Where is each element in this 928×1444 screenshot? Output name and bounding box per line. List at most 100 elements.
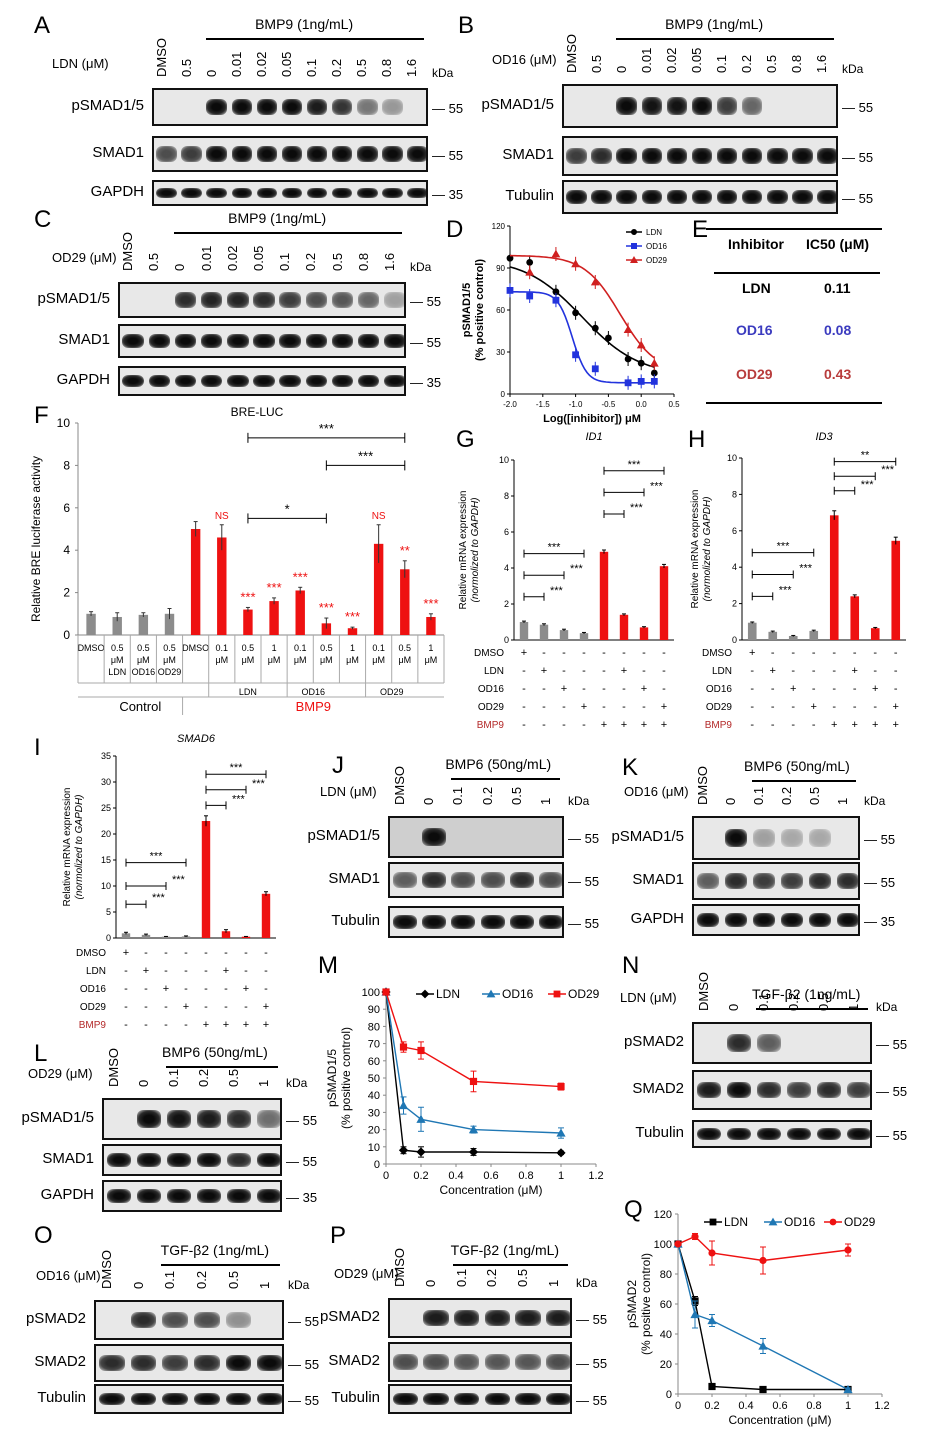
condition-sign: -	[264, 983, 268, 995]
inhibitor-label: OD16 (μM)	[492, 52, 557, 67]
data-point	[557, 1083, 565, 1091]
blot-band	[174, 292, 197, 308]
blot-band	[253, 374, 275, 388]
lane-label: 0.1	[162, 1270, 178, 1289]
blot-strip	[692, 862, 860, 900]
data-point	[623, 325, 633, 333]
data-point	[468, 1147, 479, 1157]
condition-label: LDN	[484, 666, 504, 677]
category-label: OD29	[158, 667, 182, 677]
condition-sign: -	[542, 683, 546, 695]
blot-band	[130, 1392, 157, 1406]
condition-label: DMSO	[474, 648, 504, 659]
treatment-label: TGF-β2 (1ng/mL)	[752, 986, 861, 1002]
sig-label: ***	[293, 569, 308, 584]
blot-band	[256, 187, 278, 199]
condition-sign: +	[790, 683, 796, 695]
blot-band	[130, 1311, 157, 1329]
condition-sign: +	[263, 1001, 269, 1013]
category-label: 0.5	[111, 643, 124, 653]
y-tick-label: 20	[660, 1359, 672, 1371]
condition-sign: +	[243, 983, 249, 995]
category-label: μM	[294, 655, 307, 665]
lane-label: DMSO	[106, 1048, 121, 1087]
blot-band	[225, 1392, 252, 1406]
blot-band	[166, 1189, 192, 1203]
id3-bar-chart-H: ID3 0 2 4 6 8 10 Relative mRNA expression(normo…	[690, 431, 906, 731]
row-label: pSMAD1/5	[21, 1109, 94, 1126]
blot-band	[306, 146, 328, 162]
lane-label: 0	[130, 1281, 146, 1289]
sig-label: ***	[881, 464, 895, 476]
x-axis-label: Concentration (μM)	[729, 1413, 832, 1427]
data-point	[708, 1382, 716, 1391]
blot-strip	[692, 816, 860, 860]
blot-band	[136, 1189, 162, 1203]
row-label: SMAD2	[34, 1353, 86, 1370]
category-label: 0.5	[320, 643, 333, 653]
blot-band	[666, 189, 688, 205]
blot-band	[741, 147, 763, 165]
row-label: Tubulin	[331, 912, 380, 929]
data-point	[556, 1148, 566, 1158]
blot-band	[331, 333, 354, 349]
condition-sign: -	[602, 683, 606, 695]
blot-band	[231, 187, 253, 199]
bar	[181, 936, 191, 938]
bar	[579, 633, 589, 640]
x-tick-label: 1.2	[874, 1400, 889, 1412]
y-tick-label: 60	[660, 1299, 672, 1311]
condition-sign: +	[621, 719, 627, 731]
bar	[400, 569, 410, 635]
blot-band	[786, 1128, 812, 1140]
panel-label-B: B	[458, 12, 475, 39]
lane-label: 0.8	[379, 58, 395, 77]
lane-label: DMSO	[563, 34, 579, 73]
panel-label-I: I	[34, 734, 41, 761]
blot-band	[122, 333, 144, 349]
category-label: 1	[428, 643, 433, 653]
lane-label: 0	[423, 1279, 438, 1287]
blot-band	[591, 147, 612, 165]
x-tick-label: 0	[675, 1400, 681, 1412]
condition-sign: -	[662, 647, 666, 659]
blot-band	[227, 292, 249, 308]
fit-curve-LDN	[509, 266, 655, 368]
ic50-header-value: IC50 (μM)	[806, 236, 870, 252]
blot-band	[196, 1189, 222, 1203]
condition-sign: -	[622, 701, 626, 713]
category-label: 1	[350, 643, 355, 653]
blot-band	[780, 828, 804, 848]
lane-label: 1	[256, 1079, 271, 1087]
blot-band	[780, 913, 804, 927]
blot-strip	[388, 1384, 572, 1414]
mw-marker: — 55	[286, 1113, 318, 1128]
inhibitor-label: LDN (μM)	[320, 784, 377, 799]
lane-label: 0.2	[193, 1270, 209, 1289]
category-label: 0.5	[242, 643, 255, 653]
data-point	[526, 259, 534, 266]
blot-band	[226, 1189, 252, 1203]
blot-band	[451, 872, 476, 888]
bar	[190, 529, 201, 635]
blot-band	[756, 1081, 782, 1099]
y-tick-label: 0	[63, 628, 70, 642]
blot-band	[181, 187, 202, 199]
row-label: pSMAD2	[25, 1310, 86, 1327]
blot-band	[616, 147, 637, 165]
row-label: SMAD1	[92, 144, 144, 161]
condition-sign: -	[894, 683, 898, 695]
blot-band	[421, 872, 447, 888]
bar	[112, 616, 122, 635]
treatment-bar	[161, 1264, 280, 1266]
y-tick-label: 0	[374, 1159, 380, 1171]
blot-band	[200, 374, 223, 388]
blot-band	[98, 1355, 125, 1371]
blot-band	[357, 292, 380, 308]
panel-label-K: K	[622, 754, 639, 781]
data-point	[506, 254, 514, 262]
bar	[121, 933, 131, 938]
lane-label: 0	[203, 69, 219, 77]
x-tick-label: 0.8	[806, 1400, 821, 1412]
condition-sign: +	[223, 965, 229, 977]
